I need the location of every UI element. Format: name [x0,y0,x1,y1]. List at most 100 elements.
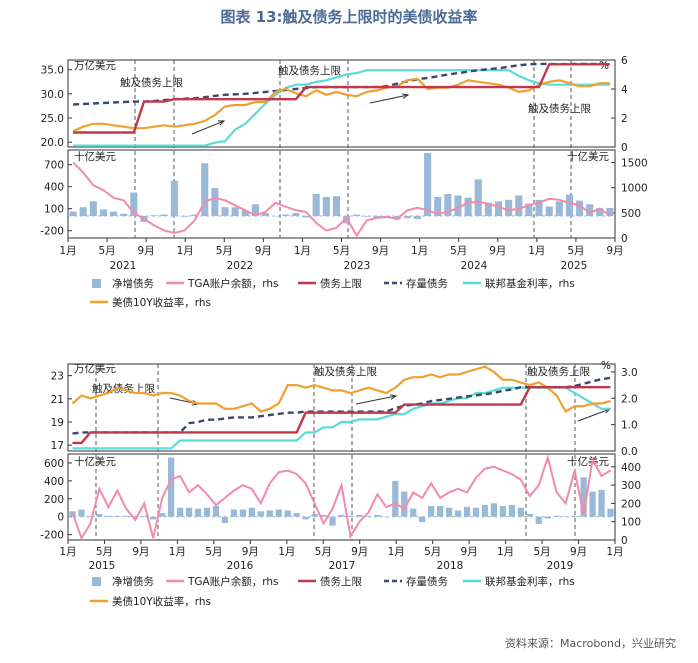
top-net-issuance-bar [434,196,442,216]
bottom-net-issuance-bar [481,505,489,517]
bottom-net-issuance-bar [150,516,157,520]
bottom-lower-right-tick-label: 300 [621,480,641,492]
bottom-lower-units-right: 十亿美元 [567,455,609,468]
bottom-net-issuance-bar [293,513,300,517]
bottom-net-issuance-bar [320,514,327,517]
top-x-tick-label: 1月 [294,245,311,257]
top-arrow-1 [191,120,225,135]
bottom-x-tick-label: 1月 [497,546,514,558]
top-net-issuance-bar [353,214,361,216]
top-net-issuance-bar [110,211,118,216]
top-net-issuance-bar [454,195,462,216]
bottom-net-issuance-bar [141,515,148,517]
bottom-lower-right-tick-label: 0 [621,535,628,547]
bottom-net-issuance-bar [78,509,85,517]
bottom-lower-left-tick-label: -200 [40,530,64,542]
bottom-yield-line [71,365,611,414]
bottom-net-issuance-bar [365,515,372,517]
bottom-net-issuance-bar [589,491,596,517]
bottom-net-issuance-bar [526,514,533,517]
top-x-tick-label: 5月 [216,245,233,257]
top-net-issuance-bar [231,207,239,216]
bottom-legend-yield-label: 美债10Y收益率，rhs [112,595,211,608]
bottom-net-issuance-bar [383,516,390,518]
top-arrow-2 [369,94,409,104]
bottom-net-issuance-bar [472,507,480,517]
bottom-x-tick-label: 1月 [59,546,76,558]
bottom-net-issuance-bar [356,514,363,517]
top-net-issuance-bar [586,204,594,216]
bottom-year-label: 2019 [547,560,574,572]
top-year-label: 2023 [344,260,371,272]
bottom-net-issuance-bar [167,457,175,517]
bottom-x-tick-label: 5月 [205,546,222,558]
top-legend-tga-label: TGA账户余额，rhs [187,277,279,290]
top-year-label: 2025 [561,260,588,272]
top-annotation-1: 触及债务上限 [120,76,183,89]
top-legend-fed-rate-label: 联邦基金利率，rhs [485,277,575,290]
top-right-tick-label: 0 [621,142,628,154]
top-lower-units-right: 十亿美元 [567,150,609,163]
bottom-lower-left-tick-label: 0 [57,512,64,524]
top-net-issuance-bar [261,213,270,216]
bottom-fed-rate-line [72,386,611,450]
bottom-x-tick-label: 9月 [461,546,478,558]
bottom-units-left: 万亿美元 [74,362,116,375]
bottom-lower-units-left: 十亿美元 [74,455,116,468]
top-net-issuance-bar [251,204,259,216]
bottom-net-issuance-bar [221,516,229,523]
bottom-net-issuance-bar [392,480,399,517]
bottom-right-tick-label: 1.0 [621,420,638,432]
top-net-issuance-bar [332,196,340,216]
top-net-issuance-bar [191,214,199,216]
bottom-net-issuance-bar [105,515,112,517]
top-net-issuance-bar [535,199,543,216]
bottom-left-tick-label: 17 [51,440,64,452]
bottom-x-tick-label: 5月 [315,546,332,558]
bottom-net-issuance-bar [580,477,587,517]
bottom-net-issuance-bar [123,515,130,517]
figure-title: 图表 13:触及债务上限时的美债收益率 [220,8,478,26]
bottom-net-issuance-bar [437,505,444,517]
top-right-tick-label: 2 [621,113,628,125]
bottom-net-issuance-bar [419,516,426,523]
bottom-net-issuance-bar [248,507,255,517]
bottom-net-issuance-bar [257,511,264,517]
bottom-net-issuance-bar [212,505,220,517]
top-net-issuance-bar [373,216,381,218]
bottom-net-issuance-bar [284,510,291,517]
top-net-issuance-bar [484,202,492,216]
bottom-arrow-2-head [390,394,398,400]
top-year-label: 2024 [461,260,488,272]
top-net-issuance-bar [403,216,411,219]
top-net-issuance-bar [474,179,482,216]
top-legend-net-issuance-label: 净增债务 [112,277,154,290]
top-net-issuance-bar [120,213,128,216]
top-net-issuance-bar [444,194,452,216]
top-x-tick-label: 9月 [606,245,623,257]
bottom-legend-net-issuance-label: 净增债务 [112,575,154,588]
bottom-net-issuance-bar [544,516,551,519]
top-x-tick-label: 5月 [333,245,350,257]
top-net-issuance-bar [99,209,107,216]
top-net-issuance-bar [292,213,300,216]
bottom-annotation-3: 触及债务上限 [527,365,590,378]
top-net-issuance-bar [606,207,614,216]
bottom-net-issuance-bar [230,509,238,517]
top-left-tick-label: 35.0 [41,65,64,77]
bottom-lower-left-tick-label: 600 [44,458,64,470]
bottom-net-issuance-bar [176,507,184,517]
top-debt-ceiling-line [73,63,610,134]
bottom-x-tick-label: 5月 [96,546,113,558]
bottom-upper-frame [67,363,616,452]
source-note: 资料来源：Macrobond，兴业研究 [505,637,676,650]
bottom-net-issuance-bar [347,515,354,517]
bottom-legend-net-issuance-swatch [92,577,101,586]
bottom-net-issuance-bar [194,508,202,517]
bottom-net-issuance-bar [508,505,516,517]
top-x-tick-label: 1月 [528,245,545,257]
bottom-net-issuance-bar [132,515,139,517]
top-net-issuance-bar [545,206,553,216]
top-lower-frame [67,149,616,239]
bottom-net-issuance-bar [445,507,453,517]
